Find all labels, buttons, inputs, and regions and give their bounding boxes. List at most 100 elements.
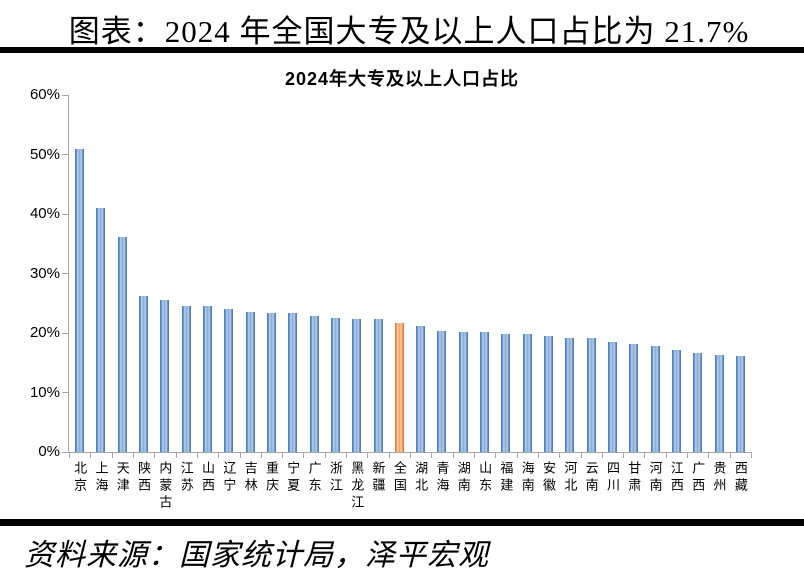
bar: [309, 315, 319, 452]
bar: [245, 311, 255, 452]
x-category-label: 河南: [647, 461, 663, 495]
chart-title: 2024年大专及以上人口占比: [284, 69, 520, 89]
y-axis-tick-label: 50%: [29, 145, 60, 163]
x-category-label: 重庆: [263, 461, 279, 495]
x-category-label: 山西: [200, 461, 216, 495]
bar: [75, 148, 85, 452]
bar: [160, 299, 170, 452]
y-axis-tick: [62, 451, 69, 453]
x-category-label: 河北: [562, 461, 578, 495]
y-axis-tick: [62, 94, 69, 96]
x-category-label: 广西: [690, 461, 706, 495]
bar: [266, 312, 276, 452]
x-axis-tick: [260, 452, 262, 458]
x-axis-tick: [132, 452, 134, 458]
x-axis-tick: [218, 452, 220, 458]
x-axis-tick: [708, 452, 710, 458]
x-axis-tick: [601, 452, 603, 458]
y-axis-tick-label: 40%: [29, 205, 60, 222]
bar: [693, 353, 703, 452]
x-axis-tick: [367, 452, 369, 458]
x-axis-tick: [559, 452, 561, 458]
y-axis-tick: [62, 392, 69, 393]
x-axis-tick: [282, 452, 284, 458]
bar: [288, 313, 298, 452]
x-axis-tick: [303, 452, 305, 458]
bar: [544, 335, 554, 452]
x-axis-tick: [580, 452, 582, 458]
x-axis-tick: [495, 452, 497, 458]
y-axis-tick: [62, 273, 69, 274]
bar: [650, 346, 660, 452]
bar: [203, 306, 213, 452]
x-axis-tick: [154, 452, 156, 458]
y-axis-tick-label: 20%: [29, 324, 60, 341]
x-axis-tick: [111, 452, 113, 458]
x-axis-tick: [729, 452, 731, 458]
x-axis-tick: [431, 452, 433, 458]
bar: [458, 331, 468, 452]
x-axis-tick: [473, 452, 475, 458]
x-category-label: 陕西: [136, 461, 152, 495]
x-category-label: 青海: [434, 461, 450, 495]
y-axis-tick-label: 30%: [29, 264, 60, 282]
bar: [522, 334, 532, 452]
x-category-label: 贵州: [711, 461, 727, 495]
x-category-label: 北京: [72, 461, 88, 495]
x-axis-tick: [687, 452, 689, 458]
x-category-label: 宁夏: [285, 461, 301, 495]
x-category-label: 甘肃: [626, 461, 642, 495]
x-axis-tick: [175, 452, 177, 458]
bar: [480, 332, 490, 452]
bar: [671, 350, 681, 452]
x-category-label: 黑龙江: [349, 461, 365, 512]
x-axis-tick: [516, 452, 518, 458]
x-category-label: 新疆: [370, 461, 386, 495]
x-axis-tick: [751, 452, 752, 458]
bar: [714, 355, 724, 452]
x-axis-tick: [537, 452, 539, 458]
x-category-label: 西藏: [732, 461, 748, 495]
x-axis-tick: [665, 452, 667, 458]
x-category-label: 湖北: [413, 461, 429, 495]
y-axis-tick: [62, 213, 69, 215]
bar: [565, 337, 575, 452]
bar: [735, 356, 745, 452]
bar: [330, 318, 340, 452]
bar-chart: 2024年大专及以上人口占比 0% 10% 20% 30% 40% 50% 60% 北京 上海…: [0, 53, 804, 519]
bar: [416, 325, 426, 452]
bar: [373, 319, 383, 452]
y-axis-tick-label: 60%: [29, 86, 60, 103]
bar: [96, 208, 106, 452]
x-axis-tick: [324, 452, 326, 458]
x-category-label: 广东: [306, 461, 322, 495]
source-note: 资料来源：国家统计局，泽平宏观: [24, 539, 489, 572]
bar: [437, 331, 447, 452]
x-category-label: 福建: [498, 461, 514, 495]
x-category-label: 安徽: [541, 461, 557, 495]
bar: [352, 318, 362, 452]
x-category-label: 吉林: [242, 461, 258, 495]
bar: [607, 341, 617, 452]
x-axis-tick: [623, 452, 625, 458]
x-axis-tick: [346, 452, 348, 458]
y-axis-tick-label: 10%: [29, 383, 60, 401]
x-axis-tick: [196, 452, 198, 458]
bar-national-highlight: [394, 322, 404, 452]
x-category-label: 山东: [477, 461, 493, 495]
y-axis-tick-label: 0%: [38, 443, 60, 460]
x-axis-tick: [239, 452, 241, 458]
y-axis-tick: [62, 332, 69, 334]
x-axis-tick: [69, 452, 70, 458]
bar: [181, 305, 191, 452]
bar: [139, 296, 149, 452]
x-category-label: 辽宁: [221, 461, 237, 495]
x-category-label: 四川: [604, 461, 620, 495]
page-title: 图表：2024 年全国大专及以上人口占比为 21.7%: [68, 14, 750, 49]
x-axis-tick: [452, 452, 454, 458]
x-category-label: 海南: [519, 461, 535, 495]
x-category-label: 全国: [391, 461, 407, 495]
bar: [224, 309, 234, 452]
x-axis-tick: [410, 452, 411, 458]
bar: [586, 338, 596, 452]
